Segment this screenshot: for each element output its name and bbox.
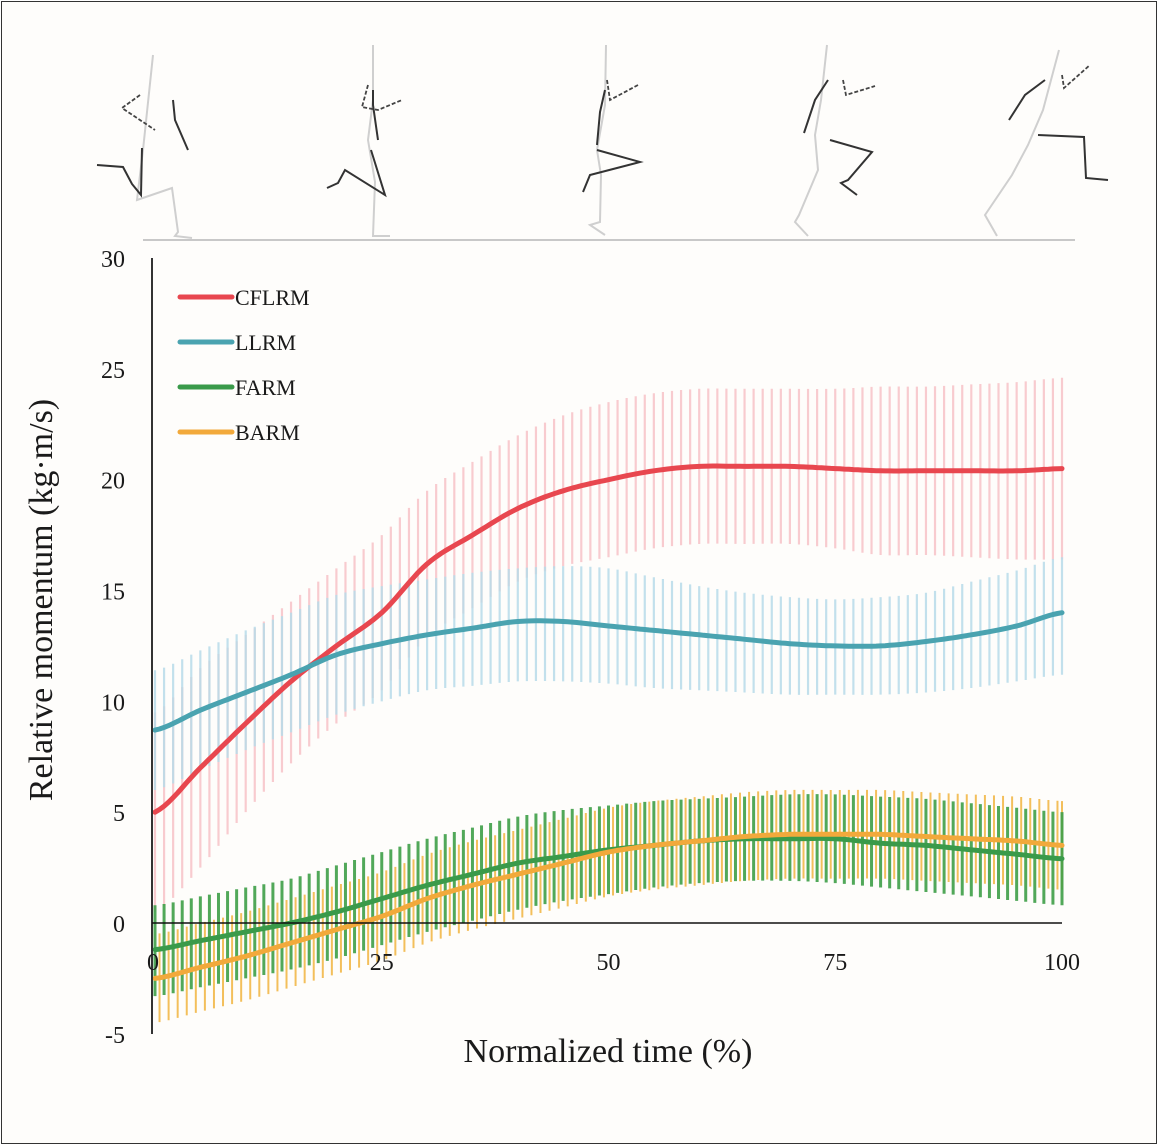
stance-limbs: [983, 49, 1060, 237]
y-tick-label: 15: [101, 580, 125, 606]
swing-limb: [326, 149, 387, 198]
y-tick-labels: -5 0 5 10 15 20 25 30: [101, 247, 125, 1049]
y-tick-label: 20: [101, 469, 125, 495]
y-axis-title: Relative momentum (kg·m/s): [23, 399, 60, 801]
x-tick-label: 50: [597, 950, 621, 976]
swing-limb: [582, 149, 644, 193]
swing-limb: [1008, 79, 1046, 121]
swing-limb: [372, 90, 379, 141]
x-tick-label: 75: [823, 950, 847, 976]
stance-limbs: [366, 45, 390, 237]
x-tick-labels: 0 25 50 75 100: [147, 950, 1080, 976]
legend-label: LLRM: [235, 330, 296, 355]
stick-figure-3: [582, 44, 644, 236]
legend-item-llrm: LLRM: [177, 330, 296, 355]
swing-limb: [1037, 134, 1109, 181]
series-line-barm: [152, 831, 1065, 981]
x-tick-label: 25: [370, 950, 394, 976]
y-tick-label: 30: [101, 247, 125, 273]
y-tick-label: 25: [101, 358, 125, 384]
stance-limbs: [793, 44, 828, 237]
stick-figure-5: [983, 49, 1109, 237]
stance-limbs: [587, 44, 607, 236]
far-arm: [120, 94, 156, 131]
stick-figure-strip: [96, 44, 1109, 239]
x-tick-label: 100: [1044, 950, 1080, 976]
swing-limb: [803, 79, 829, 134]
x-tick-label: 0: [147, 950, 159, 976]
stick-figure-4: [793, 44, 876, 237]
legend-label: CFLRM: [235, 285, 310, 310]
swing-limb: [172, 99, 189, 151]
x-axis-title: Normalized time (%): [464, 1033, 753, 1070]
y-tick-label: 5: [113, 801, 125, 827]
swing-limb: [96, 147, 143, 198]
legend-label: BARM: [235, 420, 300, 445]
y-tick-label: 0: [113, 912, 125, 938]
swing-limb: [596, 89, 606, 146]
stick-figure-1: [96, 54, 193, 239]
legend: CFLRM LLRM FARM BARM: [177, 285, 310, 445]
swing-limb: [829, 139, 874, 196]
far-arm: [842, 79, 876, 97]
stick-figure-2: [326, 45, 403, 237]
stance-limbs: [135, 54, 193, 239]
far-arm: [606, 79, 639, 102]
legend-label: FARM: [235, 375, 296, 400]
y-tick-label: 10: [101, 690, 125, 716]
far-arm: [360, 84, 403, 111]
legend-item-barm: BARM: [177, 420, 300, 445]
y-tick-label: -5: [105, 1023, 125, 1049]
far-arm: [1061, 64, 1091, 90]
legend-item-cflrm: CFLRM: [177, 285, 310, 310]
legend-item-farm: FARM: [177, 375, 296, 400]
series-line-llrm: [152, 610, 1065, 733]
series-lines: [152, 463, 1065, 981]
